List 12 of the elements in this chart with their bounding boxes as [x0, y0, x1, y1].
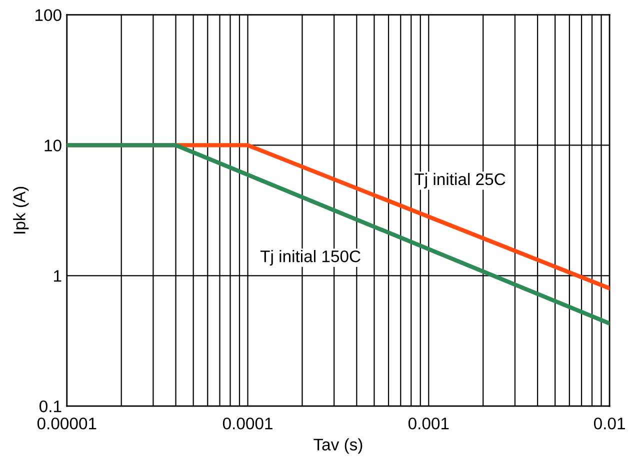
- y-tick-label: 10: [44, 140, 62, 152]
- x-tick-label: 0.001: [408, 418, 449, 430]
- y-tick-label: 0.1: [40, 400, 62, 412]
- x-tick-label: 0.01: [594, 418, 625, 430]
- y-axis-title: Ipk (A): [13, 186, 29, 234]
- y-tick-label: 1: [54, 270, 62, 282]
- x-tick-label: 0.00001: [37, 418, 96, 430]
- y-tick-label: 100: [35, 9, 62, 22]
- series-label: Tj initial 150C: [260, 250, 360, 266]
- x-tick-label: 0.0001: [222, 418, 272, 430]
- x-axis-title: Tav (s): [314, 438, 362, 454]
- series-label: Tj initial 25C: [414, 172, 506, 188]
